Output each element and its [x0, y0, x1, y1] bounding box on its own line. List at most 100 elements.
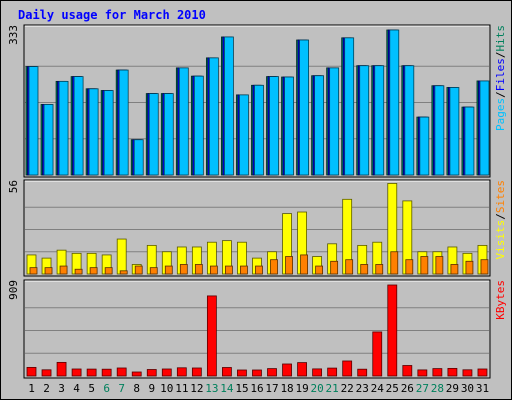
- legend-entry: Pages: [494, 98, 507, 131]
- bar-pages: [299, 39, 309, 176]
- bar-kbytes: [252, 369, 262, 377]
- legend-entry: Visits: [494, 220, 507, 260]
- bar-sites: [74, 268, 83, 275]
- bar-kbytes: [131, 371, 142, 377]
- bar-sites: [360, 264, 369, 275]
- day-label: 26: [401, 382, 414, 395]
- bar-pages: [148, 93, 159, 176]
- day-label: 20: [311, 382, 324, 395]
- bar-pages: [464, 106, 475, 176]
- bar-kbytes: [101, 368, 112, 377]
- bar-pages: [344, 37, 355, 176]
- bar-pages: [133, 139, 144, 176]
- day-label: 3: [58, 382, 65, 395]
- day-label: 31: [476, 382, 489, 395]
- legend-entry: Sites: [494, 180, 507, 213]
- day-label: 17: [265, 382, 278, 395]
- bar-kbytes: [206, 295, 217, 377]
- bar-kbytes: [237, 369, 247, 377]
- panel-frame: [23, 279, 491, 379]
- bar-pages: [118, 69, 129, 176]
- day-label: 29: [446, 382, 459, 395]
- bar-kbytes: [417, 369, 428, 377]
- bar-pages: [88, 88, 99, 176]
- bar-pages: [58, 80, 69, 176]
- bar-pages: [449, 87, 460, 176]
- day-label: 19: [295, 382, 308, 395]
- legend-entry: Hits: [494, 25, 507, 52]
- bar-pages: [314, 75, 325, 176]
- bar-kbytes: [342, 360, 353, 377]
- day-label: 14: [220, 382, 234, 395]
- bar-sites: [420, 256, 429, 275]
- bar-sites: [225, 265, 233, 275]
- bar-sites: [270, 259, 278, 275]
- bar-kbytes: [41, 369, 52, 377]
- day-label: 6: [103, 382, 110, 395]
- bar-kbytes: [477, 368, 488, 377]
- bar-pages: [434, 85, 445, 176]
- day-label: 8: [133, 382, 140, 395]
- bar-pages: [28, 66, 39, 176]
- bar-kbytes: [56, 361, 67, 377]
- bar-pages: [208, 57, 219, 176]
- bar-sites: [240, 265, 248, 275]
- day-label: 12: [190, 382, 203, 395]
- day-label: 7: [118, 382, 125, 395]
- bar-kbytes: [327, 367, 338, 377]
- day-label: 15: [235, 382, 248, 395]
- day-label: 2: [43, 382, 50, 395]
- panel-max-label: 333: [7, 25, 20, 45]
- bar-kbytes: [267, 368, 277, 377]
- legend-entry: Files: [494, 58, 507, 91]
- bar-pages: [193, 75, 204, 176]
- bar-pages: [374, 65, 385, 176]
- bar-sites: [375, 264, 384, 275]
- bar-sites: [59, 265, 68, 275]
- bar-sites: [450, 264, 459, 275]
- bar-sites: [194, 264, 203, 275]
- bar-sites: [300, 254, 308, 275]
- bar-sites: [465, 260, 474, 275]
- bar-pages: [479, 80, 490, 176]
- day-label: 16: [250, 382, 263, 395]
- bar-pages: [419, 116, 430, 176]
- bar-kbytes: [312, 368, 323, 377]
- day-label: 13: [205, 382, 218, 395]
- day-label: 24: [371, 382, 385, 395]
- bar-kbytes: [71, 368, 82, 377]
- day-label: 1: [28, 382, 35, 395]
- day-label: 25: [386, 382, 399, 395]
- bar-pages: [163, 93, 174, 176]
- legend-entry: /: [494, 213, 507, 220]
- bar-sites: [480, 259, 489, 275]
- bar-sites: [255, 265, 263, 275]
- chart-title: Daily usage for March 2010: [18, 8, 206, 22]
- legend-entry: KBytes: [494, 280, 507, 320]
- day-label: 9: [148, 382, 155, 395]
- day-label: 28: [431, 382, 444, 395]
- bar-kbytes: [26, 366, 37, 377]
- bar-visits: [116, 238, 127, 275]
- bar-sites: [390, 251, 399, 275]
- bar-sites: [315, 265, 324, 275]
- bar-kbytes: [191, 367, 202, 377]
- bar-sites: [435, 256, 444, 275]
- bar-pages: [73, 76, 84, 176]
- bar-pages: [178, 67, 189, 176]
- day-label: 11: [175, 382, 188, 395]
- bar-kbytes: [222, 367, 232, 377]
- bar-sites: [330, 260, 339, 275]
- bar-pages: [43, 104, 54, 176]
- legend-entry: /: [494, 91, 507, 98]
- bar-kbytes: [432, 368, 443, 377]
- panel-max-label: 909: [7, 280, 20, 300]
- bar-kbytes: [86, 368, 97, 377]
- bar-kbytes: [372, 331, 383, 377]
- bar-sites: [104, 267, 113, 275]
- bar-sites: [134, 265, 143, 275]
- bar-sites: [29, 267, 38, 275]
- bar-kbytes: [357, 368, 368, 377]
